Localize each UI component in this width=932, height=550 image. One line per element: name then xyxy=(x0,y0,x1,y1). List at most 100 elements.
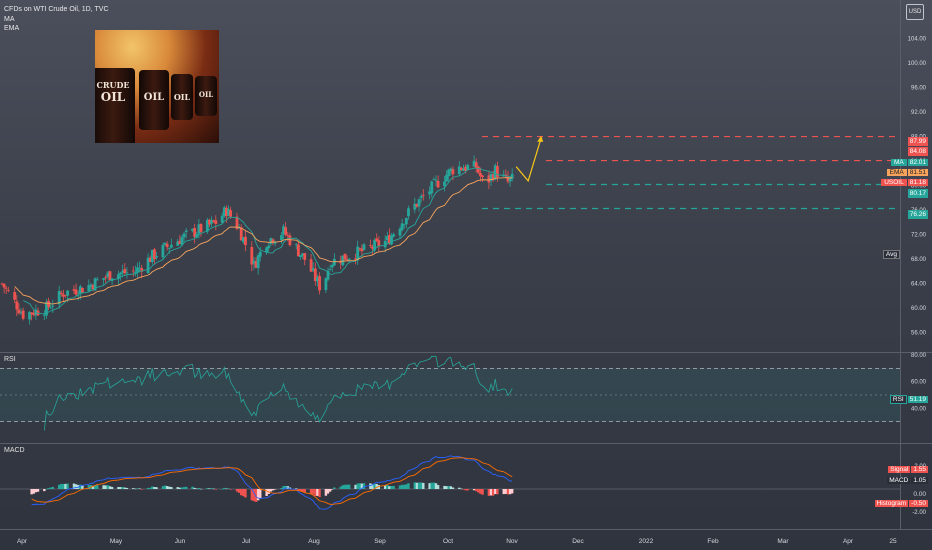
candle-body-150 xyxy=(445,174,448,182)
barrel-text-oil-3: OIL xyxy=(173,92,191,102)
macd-histogram-bar-126 xyxy=(373,483,376,489)
chart-title[interactable]: CFDs on WTI Crude Oil, 1D, TVC xyxy=(4,6,109,13)
macd-histogram-bar-157 xyxy=(464,489,467,491)
macd-histogram-bar-25 xyxy=(74,484,78,489)
macd-histogram-bar-12 xyxy=(34,489,38,493)
time-tick-8: Dec xyxy=(572,538,584,545)
last-price-value: 81.18 xyxy=(907,179,928,186)
macd-pane-title[interactable]: MACD xyxy=(4,447,25,454)
macd-histogram-bar-104 xyxy=(309,489,313,495)
candle-body-144 xyxy=(428,191,432,195)
candle-body-108 xyxy=(318,276,321,291)
macd-histogram-bar-136 xyxy=(403,484,406,489)
macd-histogram-bar-93 xyxy=(273,489,277,490)
candle-body-56 xyxy=(165,243,169,248)
candle-body-3 xyxy=(6,290,10,291)
candle-body-59 xyxy=(176,241,180,246)
macd-histogram-bar-146 xyxy=(432,482,436,489)
candle-body-47 xyxy=(138,267,142,269)
macd-histogram-bar-138 xyxy=(407,483,410,489)
ma-tag: MA xyxy=(890,159,907,166)
macd-histogram-bar-123 xyxy=(362,483,366,489)
rsi-tick-2: 40.00 xyxy=(911,406,927,412)
macd-histogram-bar-81 xyxy=(240,489,243,496)
candle-body-124 xyxy=(368,245,372,246)
candle-body-96 xyxy=(284,227,288,235)
ema-legend[interactable]: EMA xyxy=(4,25,20,32)
price-tick-1: 100.00 xyxy=(908,61,927,67)
candle-body-51 xyxy=(150,249,154,262)
macd-histogram-bar-60 xyxy=(178,487,182,489)
candle-body-12 xyxy=(34,309,38,316)
candle-body-74 xyxy=(220,215,224,223)
macd-histogram-bar-51 xyxy=(151,486,154,489)
candle-body-162 xyxy=(479,173,482,177)
macd-histogram-bar-161 xyxy=(477,489,480,493)
candle-body-46 xyxy=(136,267,139,273)
currency-button[interactable]: USD xyxy=(906,4,924,20)
macd-histogram-bar-27 xyxy=(79,484,82,489)
candle-body-129 xyxy=(383,240,387,248)
price-tick-8: 72.00 xyxy=(911,233,927,239)
time-tick-11: Mar xyxy=(777,538,789,545)
candle-body-92 xyxy=(271,239,275,243)
macd-histogram-bar-98 xyxy=(288,487,292,489)
candle-body-67 xyxy=(197,224,201,234)
time-tick-12: Apr xyxy=(843,538,854,545)
macd-histogram-bar-111 xyxy=(328,489,332,492)
macd-histogram-bar-148 xyxy=(436,485,440,489)
macd-histogram-bar-89 xyxy=(265,489,268,497)
candle-body-119 xyxy=(354,258,357,260)
macd-histogram-bar-38 xyxy=(110,486,114,489)
macd-line xyxy=(31,455,513,510)
rsi-pane-separator[interactable] xyxy=(0,352,932,353)
macd-histogram-bar-128 xyxy=(377,485,381,489)
candle-body-60 xyxy=(178,240,182,245)
candle-body-104 xyxy=(309,259,313,272)
candle-body-148 xyxy=(436,180,440,188)
candle-body-158 xyxy=(466,165,470,170)
ma-legend[interactable]: MA xyxy=(4,15,15,23)
macd-zero-label: 0.00 xyxy=(913,491,926,498)
candle-body-98 xyxy=(288,235,292,246)
macd-histogram-bar-50 xyxy=(148,487,152,489)
rsi-tick-1: 60.00 xyxy=(911,380,927,386)
macd-histogram-bar-168 xyxy=(496,489,499,495)
rsi-value: 51.19 xyxy=(907,396,928,403)
macd-histogram-bar-143 xyxy=(422,482,425,489)
time-tick-5: Sep xyxy=(374,538,386,545)
macd-histogram-bar-73 xyxy=(214,489,218,490)
signal-tag: Signal xyxy=(888,466,911,473)
candle-body-82 xyxy=(241,237,245,242)
rsi-pane-title[interactable]: RSI xyxy=(4,356,16,363)
macd-histogram-bar-113 xyxy=(333,487,336,489)
macd-histogram-bar-46 xyxy=(136,488,139,489)
macd-histogram-bar-169 xyxy=(502,489,505,495)
macd-histogram-bar-36 xyxy=(106,485,110,489)
candle-body-122 xyxy=(360,248,364,252)
candle-body-33 xyxy=(95,279,99,281)
candle-body-4 xyxy=(13,292,17,300)
rsi-value-row: RSI 51.19 xyxy=(889,395,928,404)
candle-body-139 xyxy=(413,203,417,210)
barrel-3: OIL xyxy=(171,74,193,120)
candle-body-141 xyxy=(417,199,421,207)
macd-histogram-bar-105 xyxy=(311,489,315,495)
macd-histogram-bar-67 xyxy=(197,487,201,489)
candle-body-99 xyxy=(294,244,298,246)
macd-histogram-bar-56 xyxy=(165,486,169,489)
candle-body-123 xyxy=(362,244,366,250)
candle-body-147 xyxy=(434,179,438,181)
macd-histogram-bar-106 xyxy=(314,489,317,496)
candle-body-36 xyxy=(106,272,110,277)
macd-pane-separator[interactable] xyxy=(0,443,932,444)
macd-histogram-bar-80 xyxy=(237,489,241,493)
candle-body-63 xyxy=(184,230,188,232)
candle-body-130 xyxy=(385,236,389,240)
ema-tag: EMA xyxy=(886,169,907,176)
candle-body-149 xyxy=(443,181,446,187)
resistance-high-label: 87.99 xyxy=(907,137,928,146)
candle-body-40 xyxy=(119,272,122,275)
macd-histogram-bar-170 xyxy=(504,489,508,494)
candle-body-48 xyxy=(140,268,144,272)
